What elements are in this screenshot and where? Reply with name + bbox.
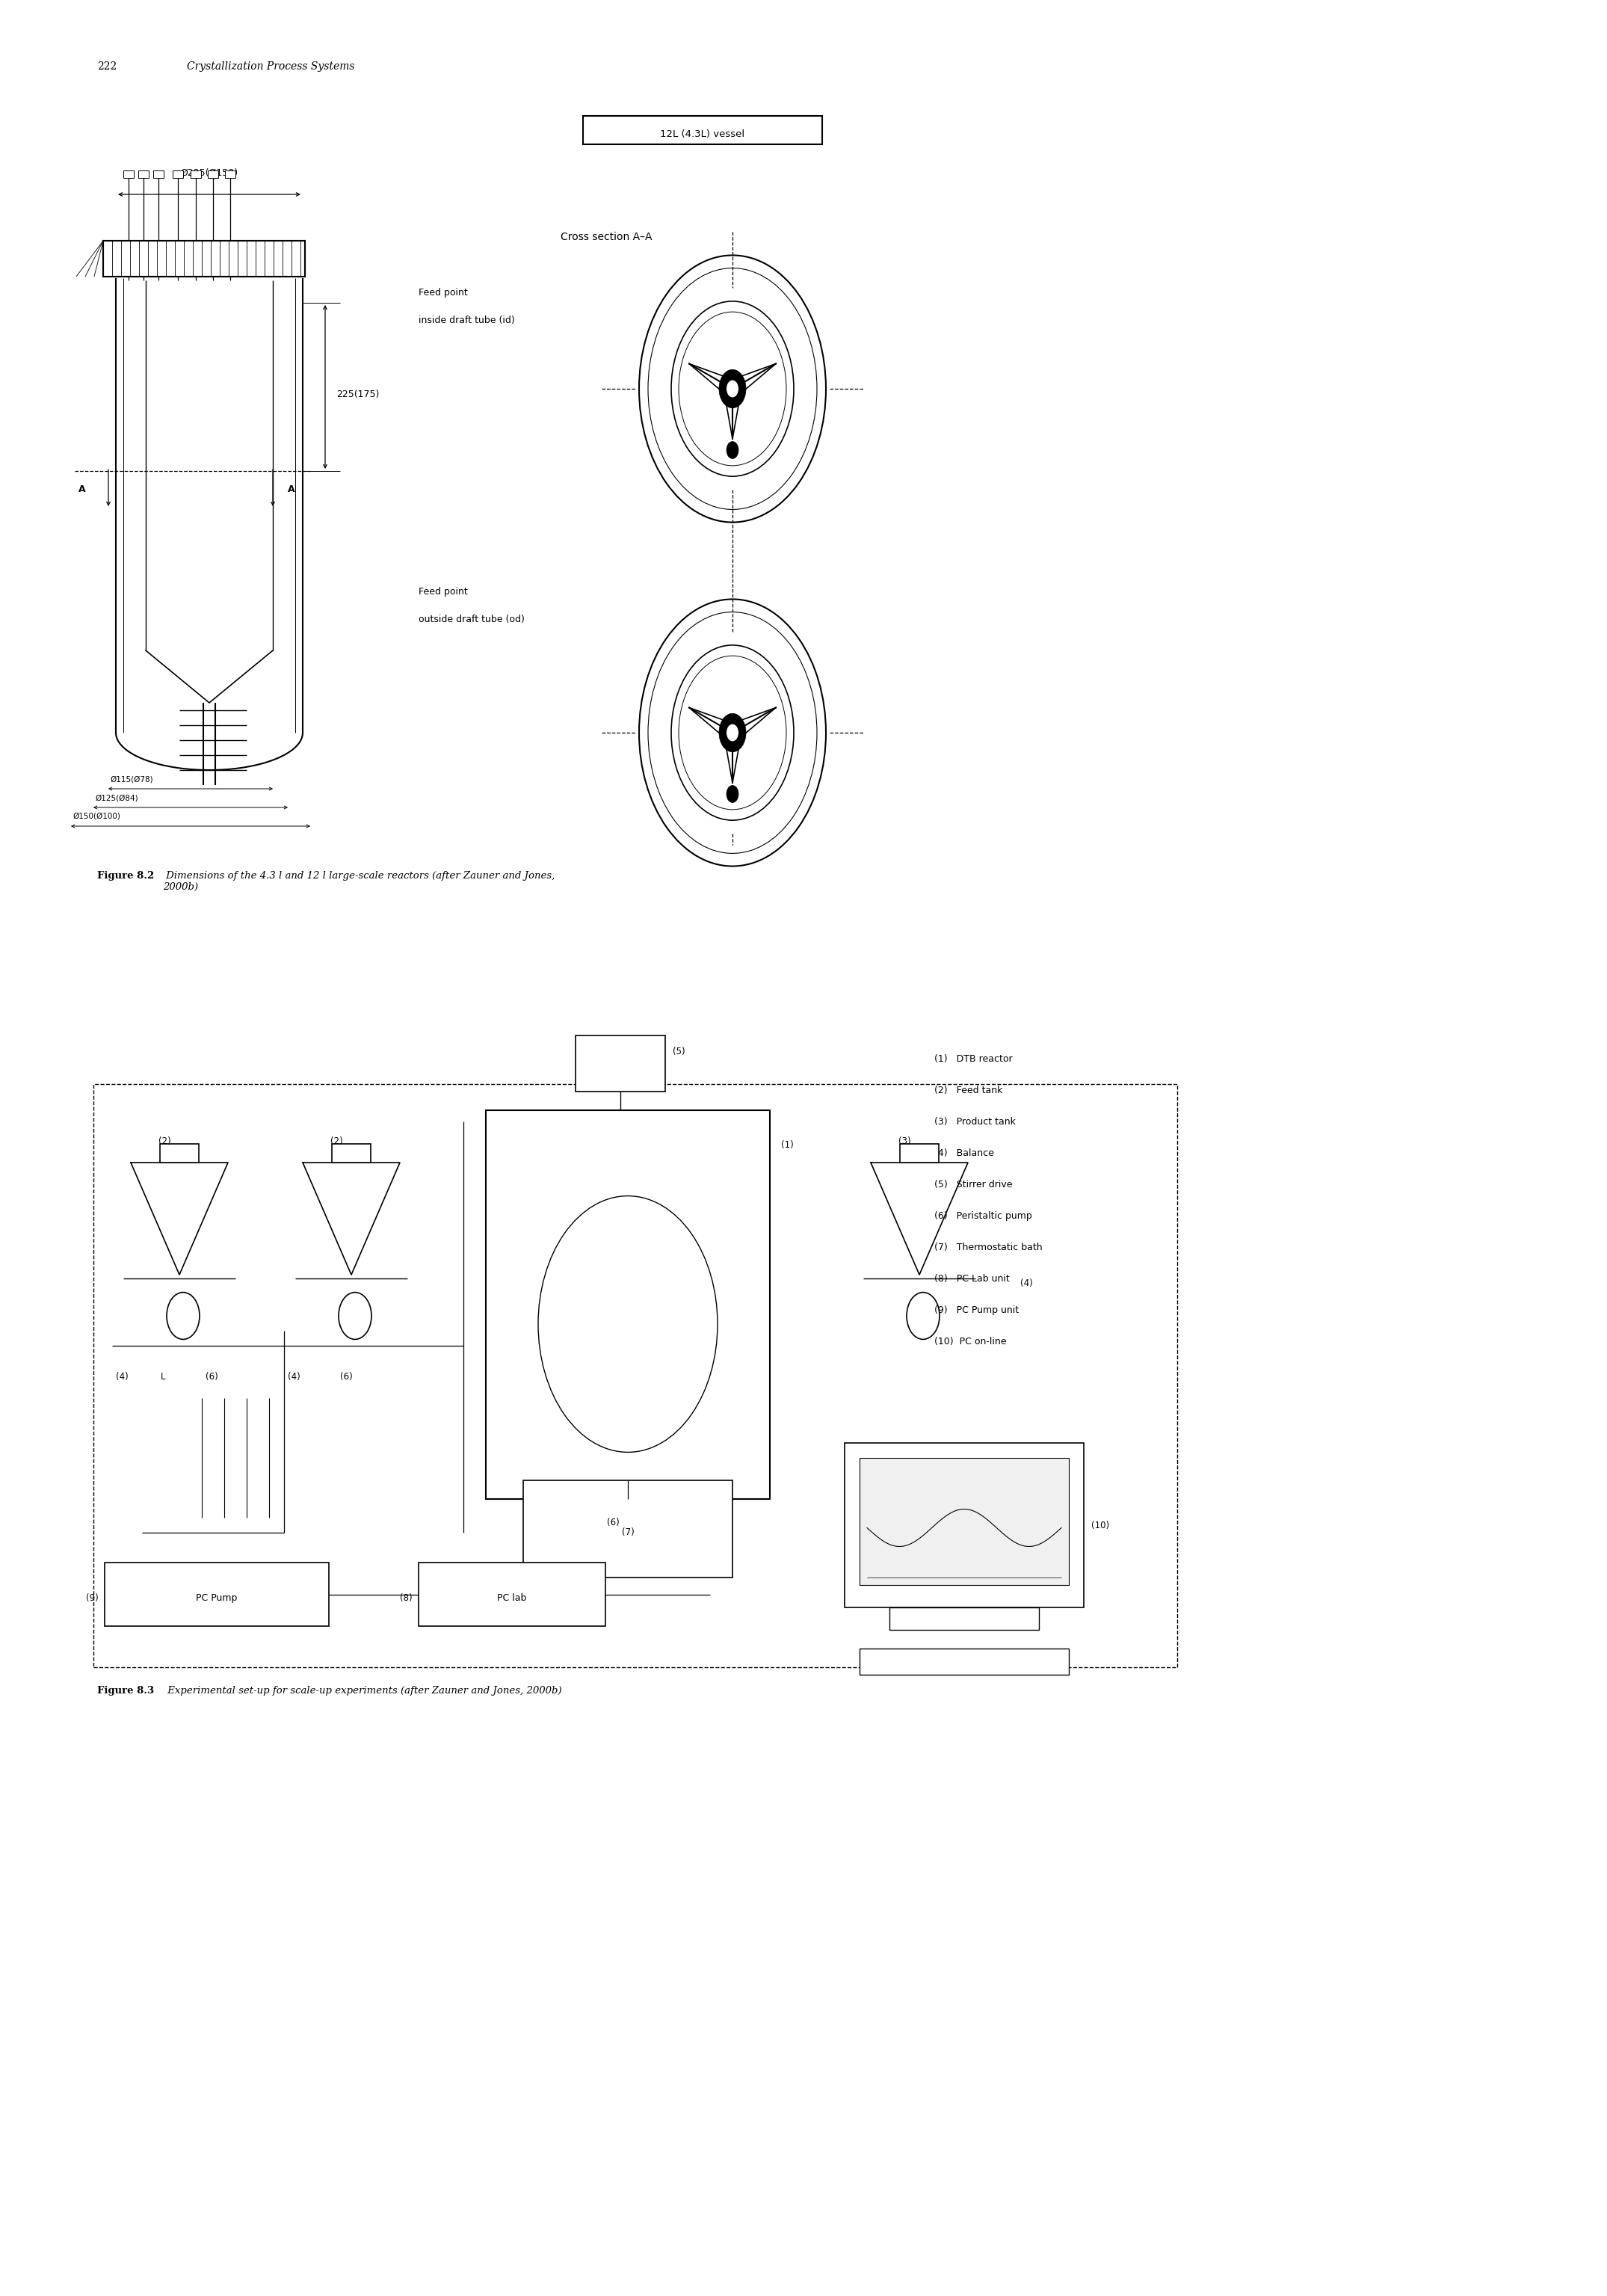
Bar	[225, 170, 236, 177]
Text: Experimental set-up for scale-up experiments (after Zauner and Jones, 2000b): Experimental set-up for scale-up experim…	[164, 1685, 562, 1697]
Text: (9)   PC Pump unit: (9) PC Pump unit	[934, 1306, 1019, 1316]
Text: 12L (4.3L) vessel: 12L (4.3L) vessel	[660, 129, 746, 138]
Text: 225(175): 225(175)	[336, 390, 379, 400]
Bar	[889, 1607, 1040, 1630]
Bar	[104, 1564, 329, 1626]
Text: (6)   Peristaltic pump: (6) Peristaltic pump	[934, 1212, 1032, 1221]
Text: PC Pump: PC Pump	[196, 1593, 238, 1603]
Text: (6): (6)	[341, 1373, 352, 1382]
Bar	[418, 1564, 606, 1626]
Text: (1)   DTB reactor: (1) DTB reactor	[934, 1054, 1012, 1063]
Text: (7): (7)	[622, 1527, 635, 1538]
Text: Figure 8.3: Figure 8.3	[96, 1685, 154, 1697]
Text: (2): (2)	[157, 1137, 170, 1146]
Circle shape	[726, 441, 739, 459]
Bar	[153, 170, 164, 177]
Text: (4): (4)	[116, 1373, 129, 1382]
Text: (5): (5)	[673, 1047, 685, 1056]
Text: (4): (4)	[1020, 1279, 1033, 1288]
Text: (6): (6)	[607, 1518, 619, 1527]
Text: Feed point: Feed point	[418, 588, 468, 597]
Bar	[524, 1481, 733, 1577]
Bar	[103, 241, 305, 276]
Bar	[161, 1143, 199, 1162]
Text: Feed point: Feed point	[418, 287, 468, 298]
Bar	[138, 170, 149, 177]
Text: A: A	[288, 484, 296, 494]
Circle shape	[726, 785, 739, 804]
Text: (3)   Product tank: (3) Product tank	[934, 1116, 1016, 1127]
Text: (8)   PC Lab unit: (8) PC Lab unit	[934, 1274, 1009, 1283]
Circle shape	[726, 723, 739, 742]
Bar	[124, 170, 133, 177]
Text: A: A	[79, 484, 85, 494]
Text: Crystallization Process Systems: Crystallization Process Systems	[186, 62, 355, 71]
Text: (3): (3)	[898, 1137, 911, 1146]
Bar	[860, 1649, 1069, 1674]
Bar	[583, 115, 823, 145]
Text: Ø115(Ø78): Ø115(Ø78)	[109, 776, 153, 783]
Bar	[103, 241, 305, 276]
Bar	[900, 1143, 938, 1162]
Text: L: L	[161, 1373, 166, 1382]
Bar	[333, 1143, 371, 1162]
Text: Figure 8.2: Figure 8.2	[96, 870, 154, 882]
Circle shape	[718, 714, 746, 751]
Bar	[485, 1111, 770, 1499]
Bar	[207, 170, 219, 177]
Text: Ø125(Ø84): Ø125(Ø84)	[95, 794, 138, 801]
Text: Ø150(Ø100): Ø150(Ø100)	[72, 813, 121, 820]
Text: Ø225(Ø150): Ø225(Ø150)	[180, 168, 238, 177]
Text: Dimensions of the 4.3 l and 12 l large-scale reactors (after Zauner and Jones,
2: Dimensions of the 4.3 l and 12 l large-s…	[162, 870, 554, 891]
Circle shape	[718, 370, 746, 409]
Text: (4): (4)	[288, 1373, 301, 1382]
Text: (8): (8)	[400, 1593, 413, 1603]
Text: (6): (6)	[206, 1373, 219, 1382]
Text: Cross section A–A: Cross section A–A	[561, 232, 652, 243]
Text: outside draft tube (od): outside draft tube (od)	[418, 615, 524, 625]
Text: (4)   Balance: (4) Balance	[934, 1148, 995, 1157]
Bar	[93, 1084, 1178, 1667]
Text: (2): (2)	[329, 1137, 342, 1146]
Bar	[172, 170, 183, 177]
Text: (2)   Feed tank: (2) Feed tank	[934, 1086, 1003, 1095]
Bar	[191, 170, 201, 177]
Bar	[575, 1035, 665, 1091]
Circle shape	[726, 381, 739, 397]
Text: (5)   Stirrer drive: (5) Stirrer drive	[934, 1180, 1012, 1189]
Text: inside draft tube (id): inside draft tube (id)	[418, 315, 514, 326]
Bar	[860, 1458, 1069, 1584]
Text: (10): (10)	[1091, 1520, 1109, 1529]
Text: 222: 222	[96, 62, 117, 71]
Text: PC lab: PC lab	[497, 1593, 527, 1603]
Text: (1): (1)	[781, 1141, 794, 1150]
Text: (10)  PC on-line: (10) PC on-line	[934, 1336, 1006, 1345]
Text: (9): (9)	[87, 1593, 98, 1603]
Bar	[845, 1442, 1083, 1607]
Text: (7)   Thermostatic bath: (7) Thermostatic bath	[934, 1242, 1043, 1251]
